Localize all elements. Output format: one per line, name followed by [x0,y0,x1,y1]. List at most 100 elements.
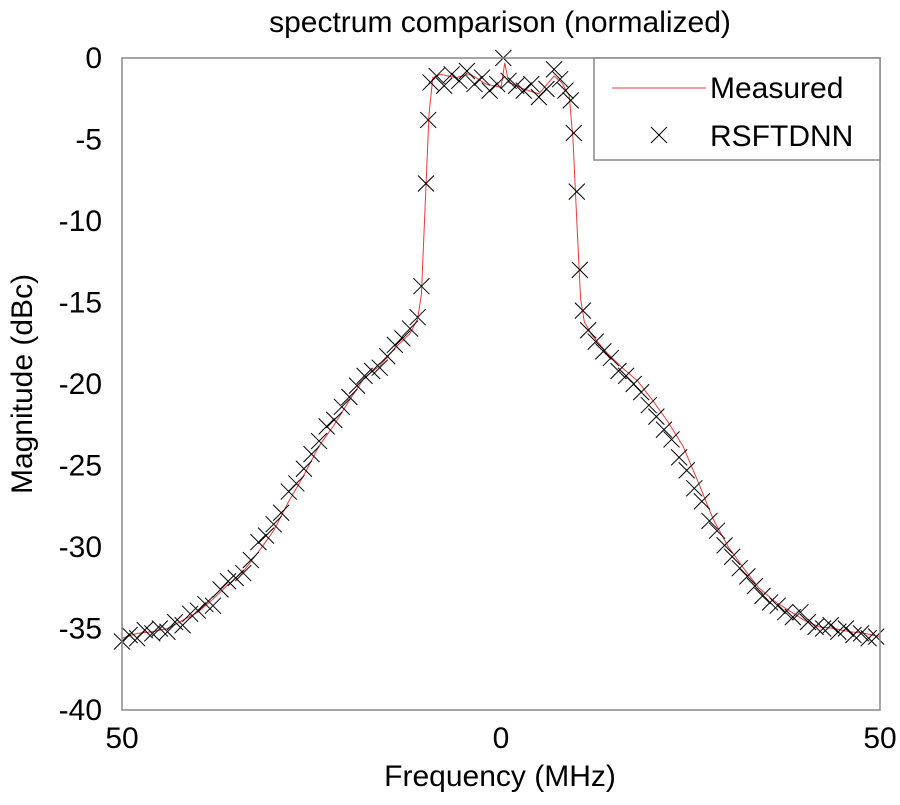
rsftdnn-marker [341,388,358,406]
rsftdnn-marker [784,608,802,626]
rsftdnn-marker [234,564,252,582]
rsftdnn-marker [325,411,343,429]
rsftdnn-marker [538,80,555,98]
rsftdnn-marker [272,504,290,522]
rsftdnn-marker [579,321,597,339]
rsftdnn-marker [250,533,267,551]
rsftdnn-marker [845,626,862,644]
y-tick-label: -20 [59,368,102,401]
rsftdnn-marker [413,277,430,295]
rsftdnn-marker [458,62,476,80]
y-tick-label: -15 [59,287,102,320]
rsftdnn-marker [685,479,703,497]
rsftdnn-marker [860,629,877,647]
rsftdnn-marker [227,569,245,587]
rsftdnn-marker [333,398,351,416]
rsftdnn-marker [594,343,612,360]
rsftdnn-marker [295,460,313,478]
rsftdnn-marker [746,577,764,595]
rsftdnn-marker [466,75,483,93]
rsftdnn-marker [693,493,711,510]
rsftdnn-marker [197,595,214,613]
rsftdnn-marker [500,72,517,90]
legend: Measured RSFTDNN [593,57,881,161]
y-tick-label: -5 [75,124,102,157]
rsftdnn-marker [640,396,658,414]
rsftdnn-marker [394,330,411,347]
rsftdnn-marker [670,448,688,466]
rsftdnn-marker [610,362,627,380]
rsftdnn-marker [565,124,583,142]
legend-rsftdnn-label: RSFTDNN [710,120,853,153]
rsftdnn-marker [562,92,580,109]
rsftdnn-marker [189,602,207,619]
rsftdnn-marker [867,628,885,646]
rsftdnn-marker [716,537,733,554]
rsftdnn-marker [371,359,389,377]
rsftdnn-marker [419,111,437,129]
y-tick-label: -30 [59,531,102,564]
rsftdnn-marker [481,82,498,99]
rsftdnn-marker [557,82,574,99]
rsftdnn-marker [769,597,787,615]
rsftdnn-marker [450,72,468,90]
rsftdnn-marker [655,421,673,438]
rsftdnn-marker [678,462,696,479]
rsftdnn-marker [545,61,563,78]
rsftdnn-marker [663,431,680,448]
rsftdnn-marker [378,347,396,365]
rsftdnn-marker [837,620,855,637]
y-tick-label: -40 [59,694,102,727]
chart-title: spectrum comparison (normalized) [269,6,731,39]
y-tick-label: 0 [85,42,102,75]
measured-line [121,62,881,639]
rsftdnn-marker [257,527,275,544]
rsftdnn-marker [587,333,605,350]
rsftdnn-marker [159,623,176,641]
rsftdnn-marker [708,522,726,540]
rsftdnn-marker [568,183,586,201]
rsftdnn-marker [807,618,824,636]
rsftdnn-marker [287,475,305,492]
rsftdnn-marker [356,367,373,385]
rsftdnn-marker [265,515,282,533]
rsftdnn-marker [632,383,650,401]
rsftdnn-marker [488,75,506,93]
rsftdnn-marker [204,597,222,615]
rsftdnn-marker [799,613,817,631]
rsftdnn-marker [551,70,569,88]
rsftdnn-marker [303,445,320,463]
rsftdnn-marker [310,432,328,450]
rsftdnn-marker [417,175,435,192]
rsftdnn-marker [401,320,419,337]
y-tick-label: -25 [59,450,102,483]
rsftdnn-marker [143,625,161,642]
rsftdnn-marker [754,587,771,605]
x-tick-label: 50 [863,722,896,755]
rsftdnn-marker [574,302,592,320]
rsftdnn-marker [507,77,525,95]
legend-measured-label: Measured [710,72,843,105]
y-tick-label: -35 [59,613,102,646]
rsftdnn-marker [571,261,589,279]
rsftdnn-marker [435,77,453,95]
rsftdnn-marker [242,551,260,569]
rsftdnn-marker [701,512,718,530]
rsftdnn-marker [738,567,756,585]
legend-rsftdnn-swatch [650,126,668,144]
legend-box [593,57,881,161]
y-axis-label: Magnitude (dBc) [6,274,39,494]
y-tick-label: -10 [59,205,102,238]
rsftdnn-marker [443,65,461,83]
rsftdnn-marker [409,308,426,326]
rsftdnn-marker [386,336,404,354]
rsftdnn-marker [318,418,336,435]
rsftdnn-marker [515,82,533,99]
x-axis-label: Frequency (MHz) [384,760,616,793]
rsftdnn-marker [174,616,191,634]
x-tick-label: 50 [105,722,138,755]
rsftdnn-marker [348,377,366,394]
rsftdnn-marker [723,548,741,566]
